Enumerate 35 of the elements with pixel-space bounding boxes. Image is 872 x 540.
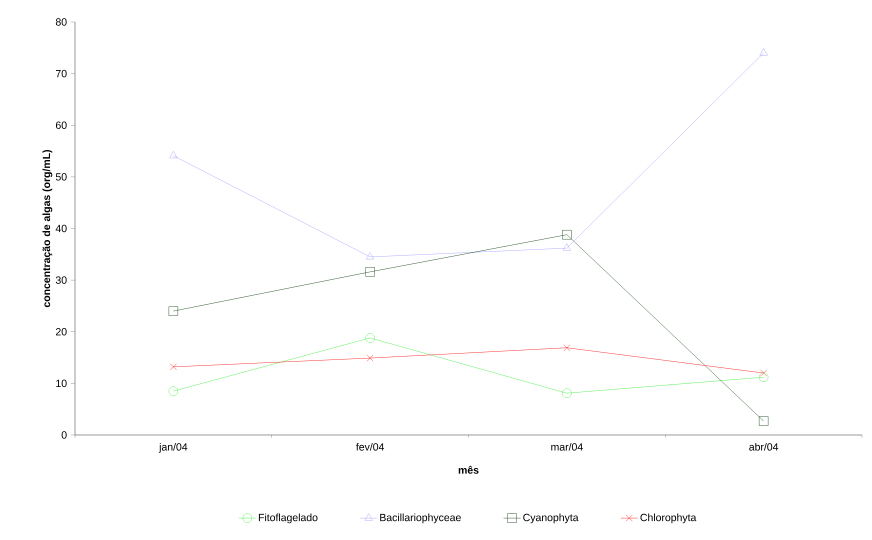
legend-label: Fitoflagelado: [258, 514, 318, 524]
point: [758, 372, 768, 382]
x-axis-title: mês: [458, 466, 479, 474]
y-tick-label: 40: [56, 224, 67, 232]
point: [562, 243, 571, 251]
x-tick-label: abr/04: [749, 442, 778, 451]
point: [562, 230, 572, 240]
x-tick-label: jan/04: [158, 442, 188, 453]
legend-label: Chlorophyta: [640, 514, 696, 524]
point: [366, 252, 374, 260]
legend-label: Cyanophyta: [523, 514, 579, 524]
point: [562, 388, 572, 398]
point: [758, 416, 768, 426]
y-axis-title: concentração de algas (org/mL): [42, 150, 52, 308]
x-tick-label: fev/04: [356, 442, 384, 451]
point: [170, 363, 177, 370]
point: [365, 267, 375, 277]
y-tick-label: 70: [56, 70, 67, 78]
y-tick-label: 80: [56, 18, 67, 26]
point: [564, 344, 570, 352]
y-tick-label: 10: [56, 380, 67, 388]
point: [365, 333, 375, 343]
y-tick-label: 60: [56, 122, 67, 129]
y-tick-label: 30: [56, 276, 67, 284]
point: [169, 151, 178, 158]
point: [760, 48, 768, 56]
point: [366, 354, 374, 362]
point: [168, 386, 178, 396]
y-tick-label: 50: [56, 173, 67, 181]
legend-label: Bacillariophyceae: [380, 514, 461, 524]
point: [760, 370, 768, 376]
y-tick-label: 20: [56, 328, 67, 336]
x-tick-label: mar/04: [551, 442, 583, 451]
y-tick-label: 0: [62, 431, 67, 439]
point: [168, 306, 178, 316]
